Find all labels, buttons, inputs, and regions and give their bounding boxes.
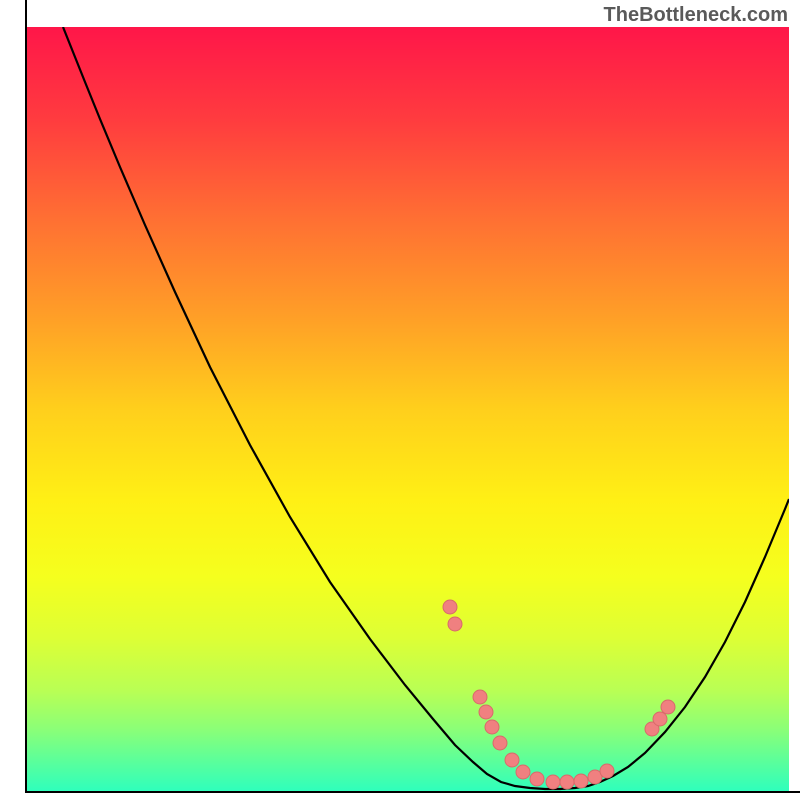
x-axis [25, 791, 800, 793]
data-marker [661, 700, 675, 714]
data-marker [546, 775, 560, 789]
data-marker [448, 617, 462, 631]
data-marker [653, 712, 667, 726]
bottleneck-curve [63, 27, 789, 789]
data-marker [505, 753, 519, 767]
chart-container: TheBottleneck.com [0, 0, 800, 800]
data-marker [443, 600, 457, 614]
data-marker [574, 774, 588, 788]
data-markers [443, 600, 675, 789]
plot-area [25, 27, 789, 791]
data-marker [516, 765, 530, 779]
data-marker [600, 764, 614, 778]
data-marker [485, 720, 499, 734]
data-marker [479, 705, 493, 719]
data-marker [530, 772, 544, 786]
watermark-text: TheBottleneck.com [604, 4, 788, 27]
data-marker [473, 690, 487, 704]
data-marker [560, 775, 574, 789]
chart-overlay [25, 27, 789, 791]
data-marker [493, 736, 507, 750]
y-axis [25, 0, 27, 793]
